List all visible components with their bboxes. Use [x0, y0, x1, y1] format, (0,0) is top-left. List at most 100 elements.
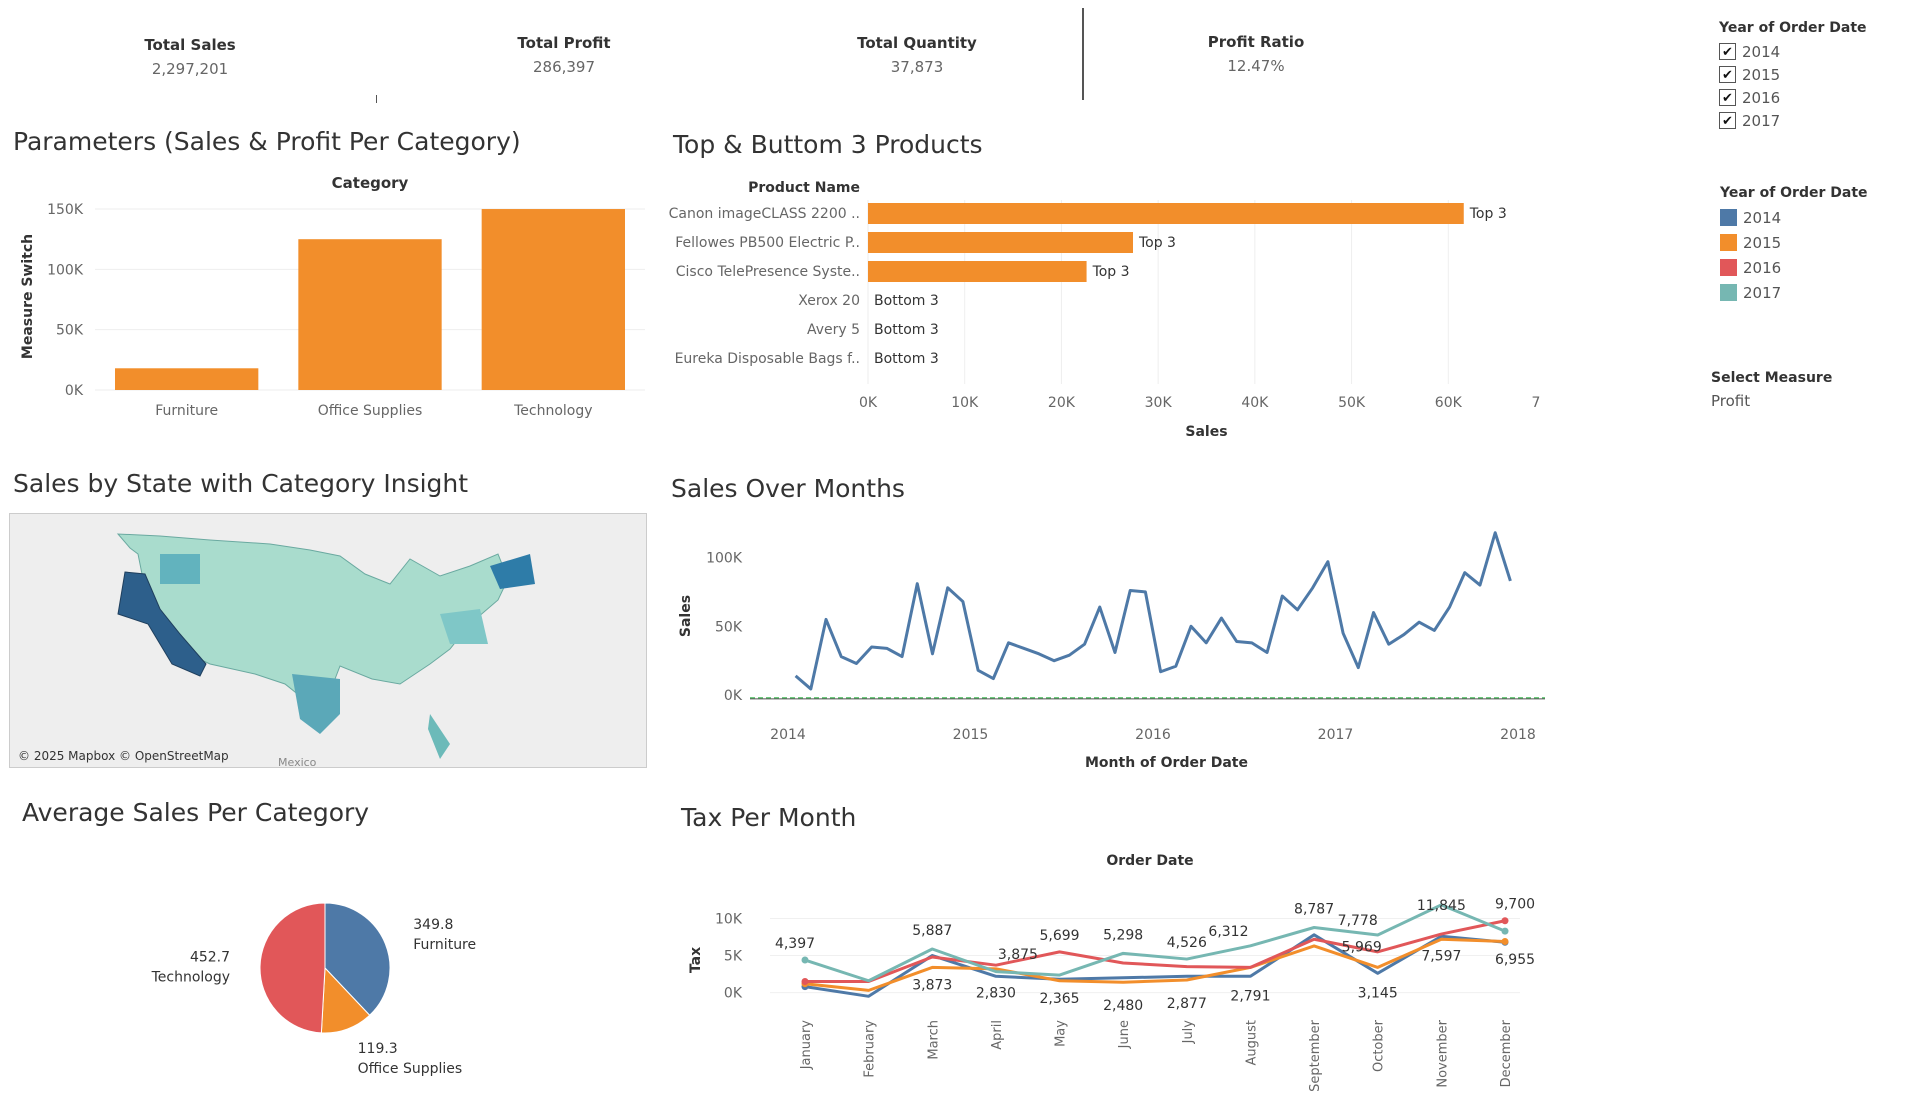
y-tick-label: 5K — [724, 949, 743, 965]
state-new-york[interactable] — [490, 554, 535, 589]
series-line — [804, 937, 1506, 992]
series-point — [1501, 937, 1509, 945]
legend-label: 2016 — [1743, 258, 1782, 277]
legend-item-2015[interactable]: 2015 — [1720, 230, 1910, 255]
year-legend: Year of Order Date 2014 2015 2016 2017 — [1720, 185, 1910, 305]
y-tick-label: 0K — [724, 986, 743, 1002]
bar-label: Top 3 — [1092, 264, 1130, 280]
data-label: 2,791 — [1230, 988, 1270, 1004]
bar — [481, 209, 625, 390]
top-products-title: Top & Buttom 3 Products — [673, 130, 983, 159]
data-label: 7,778 — [1338, 913, 1378, 929]
year-filter-item-2014[interactable]: ✔ 2014 — [1719, 40, 1909, 63]
state-california[interactable] — [117, 571, 207, 677]
pie-slice — [259, 902, 326, 1034]
legend-item-2016[interactable]: 2016 — [1720, 255, 1910, 280]
year-filter-item-2015[interactable]: ✔ 2015 — [1719, 63, 1909, 86]
us-sales-map[interactable]: © 2025 Mapbox © OpenStreetMap Mexico — [9, 513, 647, 768]
year-filter-item-2016[interactable]: ✔ 2016 — [1719, 86, 1909, 109]
chart-title: Category — [332, 174, 409, 192]
kpi-label: Total Quantity — [857, 34, 977, 52]
legend-item-2017[interactable]: 2017 — [1720, 280, 1910, 305]
slice-name-label: Furniture — [413, 937, 476, 953]
x-axis-label: Sales — [1185, 424, 1227, 438]
map-label-mexico: Mexico — [278, 756, 317, 767]
bar — [868, 232, 1133, 253]
y-tick-label: 150K — [47, 202, 84, 218]
avg-sales-title: Average Sales Per Category — [22, 798, 370, 827]
data-label: 7,597 — [1421, 948, 1461, 964]
data-label: 8,787 — [1294, 902, 1334, 918]
checkbox-checked-icon[interactable]: ✔ — [1719, 66, 1736, 83]
avg-sales-pie-chart: 349.8 Furniture 119.3 Office Supplies 452.7 T… — [151, 902, 476, 1077]
bar-label: Top 3 — [1469, 206, 1507, 222]
x-tick-label: November — [1435, 1019, 1450, 1087]
measure-selector[interactable]: Select Measure Profit — [1711, 370, 1901, 410]
checkbox-checked-icon[interactable]: ✔ — [1719, 43, 1736, 60]
y-tick-label: 0K — [724, 688, 743, 704]
x-tick-label: September — [1308, 1019, 1323, 1092]
state-texas[interactable] — [292, 674, 340, 734]
y-tick-label: Xerox 20 — [798, 293, 860, 309]
data-label: 6,312 — [1208, 924, 1248, 940]
kpi-label: Total Profit — [517, 34, 611, 52]
year-filter-label: 2016 — [1742, 88, 1781, 107]
kpi-total-sales: Total Sales 2,297,201 — [60, 36, 320, 78]
data-label: 3,873 — [912, 977, 952, 993]
year-filter-item-2017[interactable]: ✔ 2017 — [1719, 109, 1909, 132]
legend-swatch — [1720, 284, 1737, 301]
data-label: 3,875 — [998, 947, 1038, 963]
series-line — [805, 919, 1506, 983]
slice-value-label: 349.8 — [413, 917, 453, 933]
state-east[interactable] — [440, 609, 488, 644]
map-title: Sales by State with Category Insight — [13, 469, 469, 498]
bar — [868, 203, 1464, 224]
data-label: 6,955 — [1495, 952, 1535, 968]
y-tick-label: 100K — [47, 262, 84, 278]
y-axis-label: Sales — [678, 595, 694, 637]
y-tick-label: 0K — [65, 383, 84, 399]
data-label: 5,298 — [1103, 927, 1143, 943]
map-canvas: © 2025 Mapbox © OpenStreetMap Mexico — [10, 514, 646, 767]
x-tick-label: May — [1054, 1020, 1069, 1047]
kpi-total-quantity: Total Quantity 37,873 — [787, 34, 1047, 76]
measure-selector-value[interactable]: Profit — [1711, 392, 1751, 410]
kpi-value: 286,397 — [532, 58, 596, 76]
y-tick-label: Fellowes PB500 Electric P.. — [675, 235, 860, 251]
x-axis-label: Month of Order Date — [1085, 755, 1248, 771]
data-label: 3,145 — [1358, 985, 1398, 1001]
y-tick-label: Avery 5 — [807, 322, 860, 338]
state-washington[interactable] — [160, 554, 200, 584]
data-label: 5,887 — [912, 923, 952, 939]
y-axis-label: Tax — [688, 947, 704, 973]
checkbox-checked-icon[interactable]: ✔ — [1719, 89, 1736, 106]
x-tick-label: 50K — [1338, 395, 1366, 411]
y-axis-label: Measure Switch — [20, 234, 36, 359]
top-bottom-products-chart: Product Name 0K 10K 20K 30K 40K 50K 60K 70K Canon… — [669, 180, 1540, 438]
x-tick-label: June — [1117, 1020, 1132, 1049]
series-point — [801, 956, 809, 964]
legend-label: 2015 — [1743, 233, 1782, 252]
y-tick-label: 100K — [706, 551, 743, 567]
legend-label: 2017 — [1743, 283, 1782, 302]
state-florida[interactable] — [428, 714, 450, 759]
data-label: 5,699 — [1039, 928, 1079, 944]
x-tick-label: 30K — [1145, 395, 1173, 411]
x-tick-label: August — [1244, 1020, 1259, 1066]
x-tick-label: July — [1181, 1020, 1196, 1045]
x-tick-label: 10K — [951, 395, 979, 411]
x-tick-label: 60K — [1435, 395, 1463, 411]
x-tick-label: 2018 — [1500, 727, 1536, 743]
y-tick-label: 50K — [715, 619, 743, 635]
params-chart-title: Parameters (Sales & Profit Per Category) — [13, 127, 521, 156]
x-tick-label: October — [1372, 1019, 1387, 1072]
tax-per-month-chart: Order Date Tax 0K 5K 10K January February March… — [688, 853, 1535, 1092]
params-bar-chart: Category Measure Switch 0K 50K 100K 150K Furni… — [20, 174, 645, 419]
checkbox-checked-icon[interactable]: ✔ — [1719, 112, 1736, 129]
legend-item-2014[interactable]: 2014 — [1720, 205, 1910, 230]
series-point — [801, 977, 809, 985]
kpi-profit-ratio: Profit Ratio 12.47% — [1126, 33, 1386, 75]
year-filter-label: 2017 — [1742, 111, 1781, 130]
slice-value-label: 452.7 — [190, 949, 230, 965]
legend-swatch — [1720, 234, 1737, 251]
